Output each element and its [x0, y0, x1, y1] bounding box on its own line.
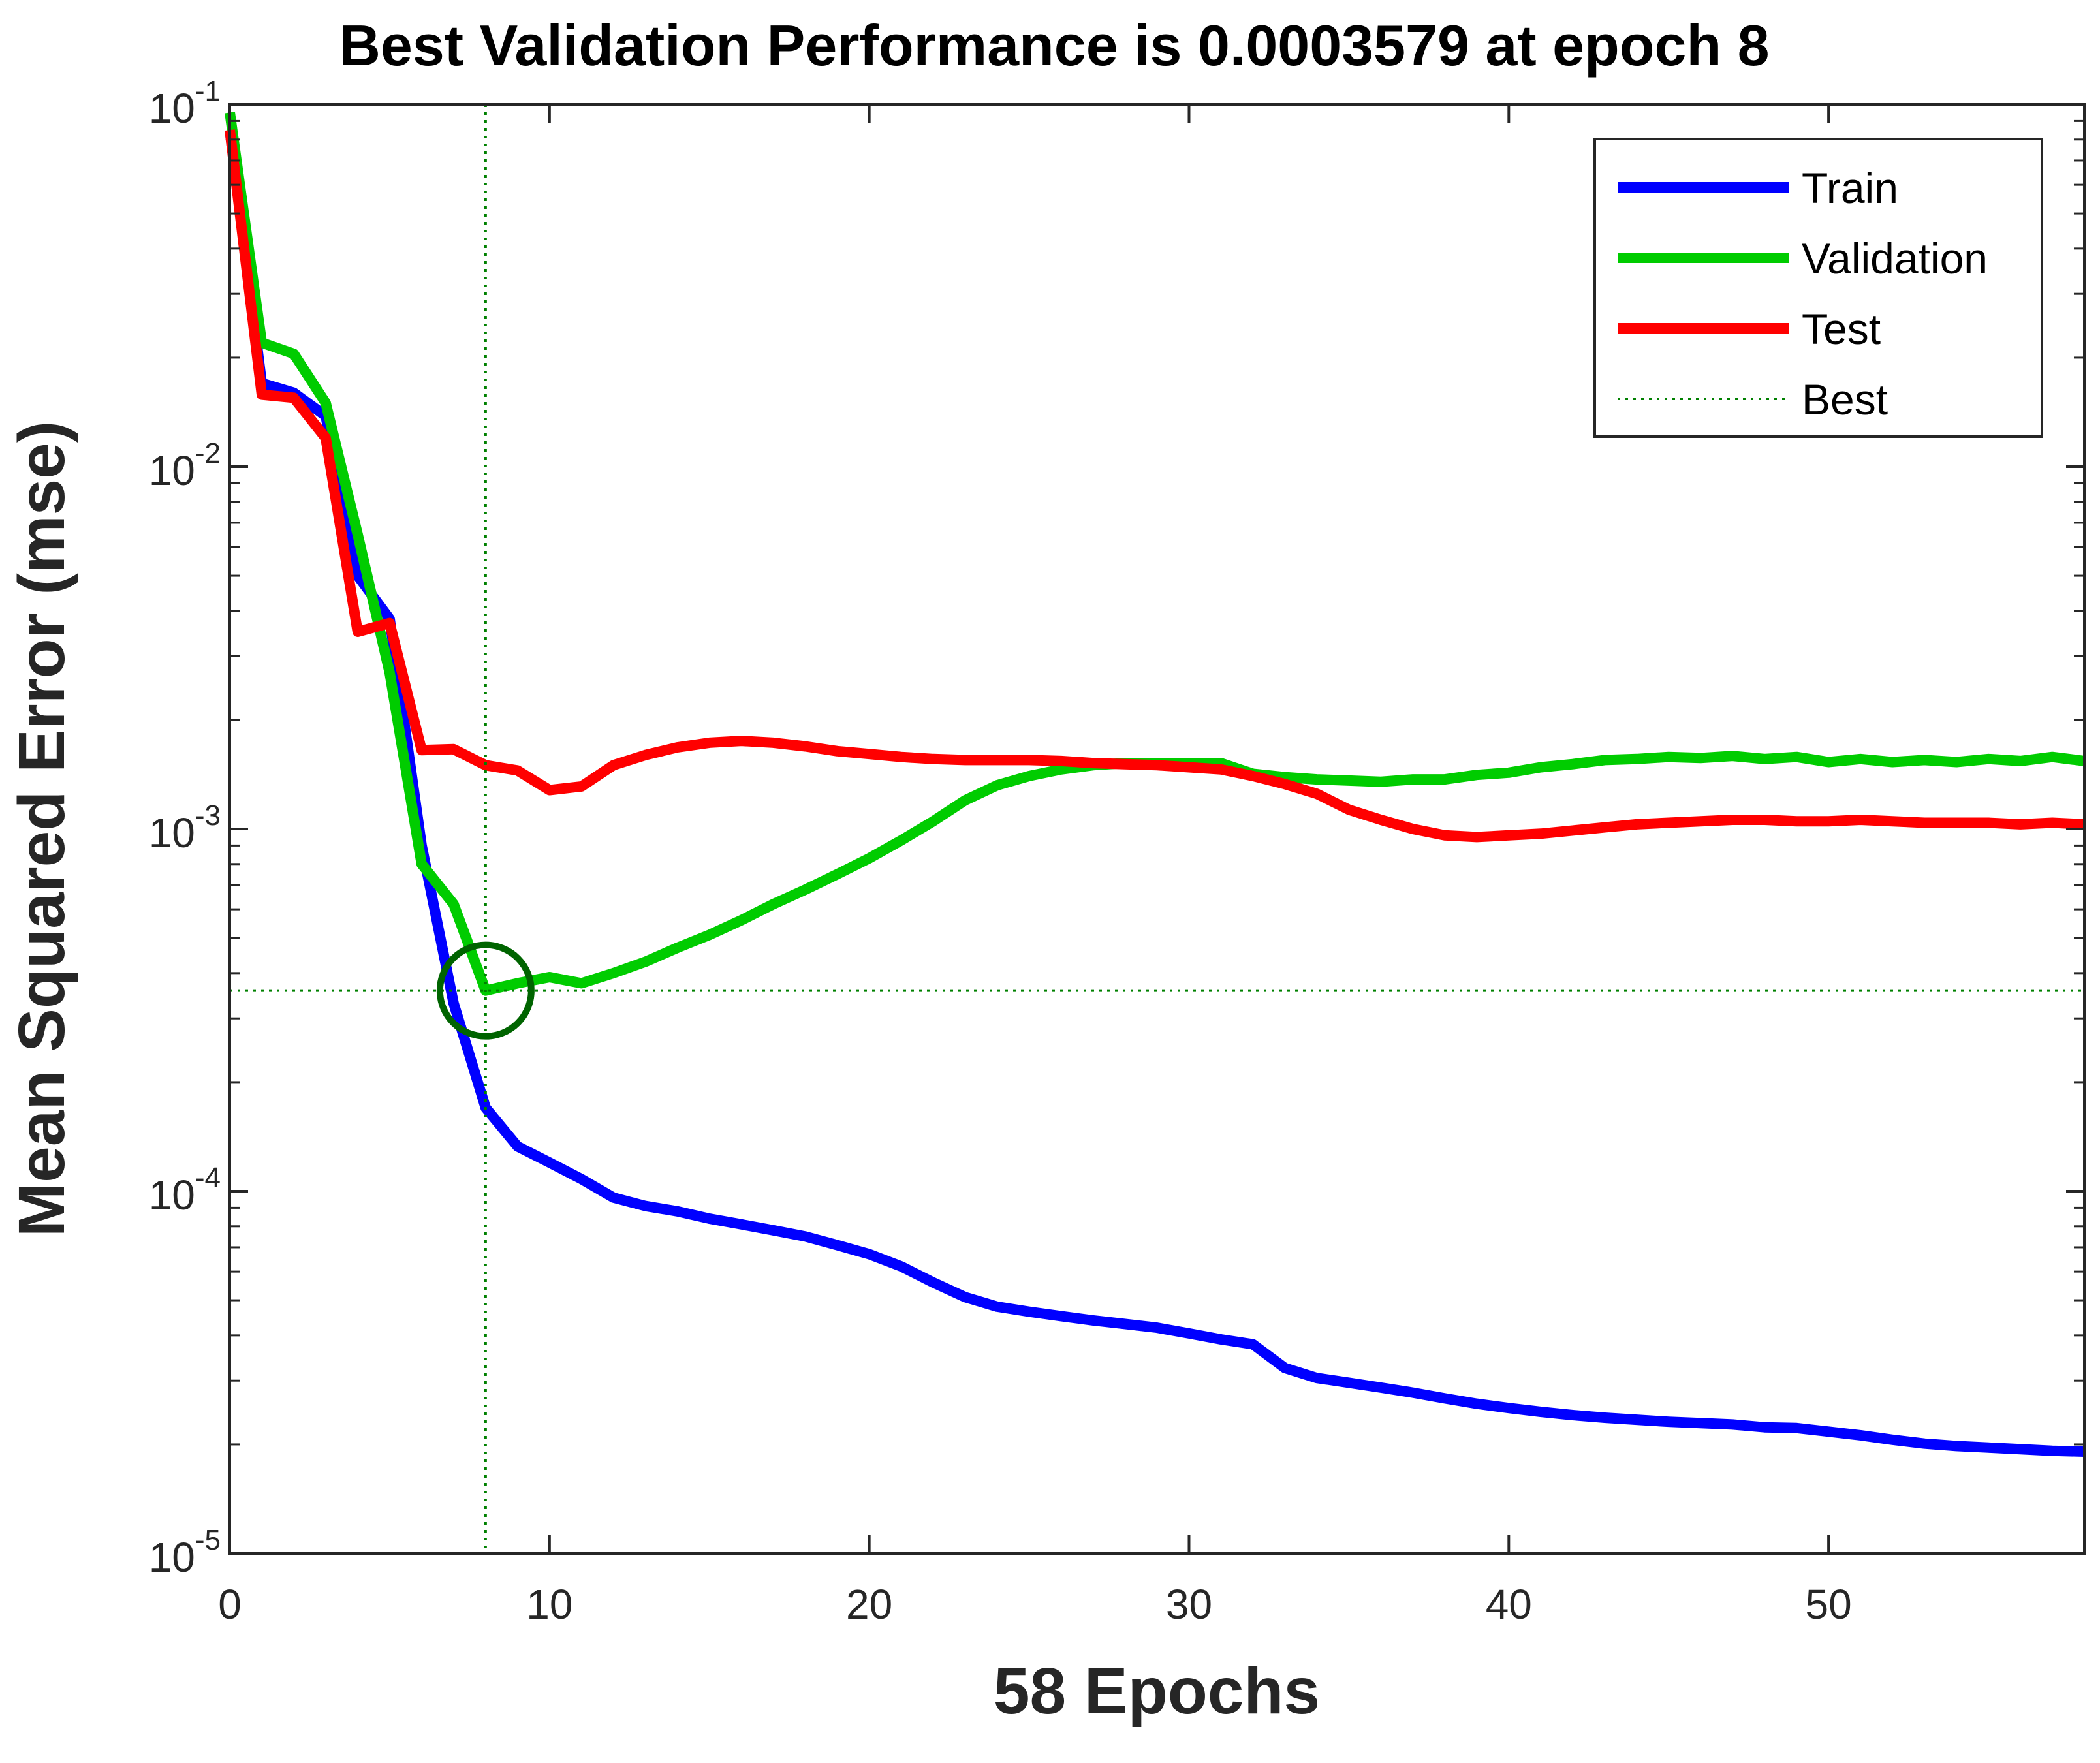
- y-tick-exponent: -2: [195, 437, 221, 469]
- x-tick-label: 10: [526, 1581, 572, 1628]
- best-point-marker: [436, 941, 535, 1040]
- y-tick-exponent: -1: [195, 75, 221, 107]
- legend-label-validation: Validation: [1802, 234, 1988, 283]
- chart-title: Best Validation Performance is 0.0003579…: [339, 13, 1769, 78]
- y-tick-base: 10: [149, 1534, 195, 1581]
- x-tick-label: 40: [1486, 1581, 1532, 1628]
- y-tick-base: 10: [149, 447, 195, 494]
- series-line-test: [225, 129, 2085, 843]
- legend-label-train: Train: [1802, 164, 1898, 212]
- y-tick-base: 10: [149, 1172, 195, 1219]
- x-axis-label: 58 Epochs: [994, 1655, 1320, 1728]
- y-tick-label: 10-5: [149, 1524, 221, 1581]
- x-tick-label: 30: [1166, 1581, 1212, 1628]
- series-line-train: [225, 129, 2085, 1457]
- x-tick-label: 20: [846, 1581, 892, 1628]
- y-tick-base: 10: [149, 85, 195, 132]
- y-axis-label: Mean Squared Error (mse): [5, 421, 78, 1237]
- y-tick-exponent: -5: [195, 1524, 221, 1556]
- y-tick-base: 10: [149, 809, 195, 856]
- y-tick-label: 10-3: [149, 800, 221, 856]
- y-tick-label: 10-4: [149, 1162, 221, 1219]
- legend-label-best: Best: [1802, 375, 1888, 424]
- legend-label-test: Test: [1802, 305, 1881, 353]
- x-tick-label: 0: [218, 1581, 242, 1628]
- y-tick-label: 10-2: [149, 437, 221, 494]
- x-tick-label: 50: [1806, 1581, 1852, 1628]
- legend: Train Validation Test Best: [1593, 138, 2043, 438]
- y-tick-exponent: -3: [195, 800, 221, 832]
- y-tick-exponent: -4: [195, 1162, 221, 1194]
- y-tick-label: 10-1: [149, 75, 221, 132]
